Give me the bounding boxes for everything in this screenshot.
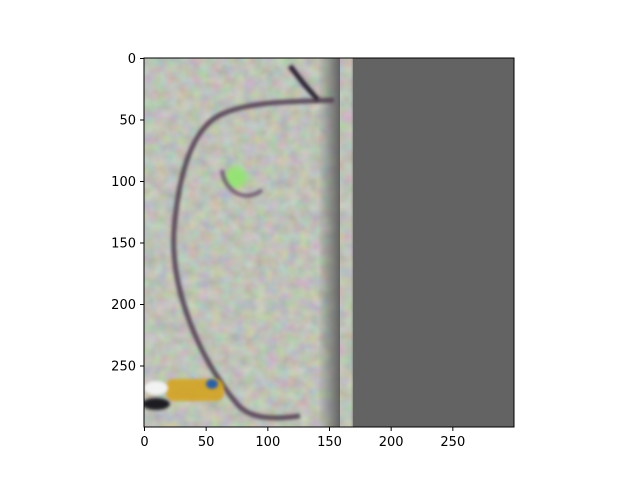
- image-top-stem: [288, 64, 320, 102]
- image-spot-ring: [220, 169, 264, 198]
- y-axis: 0 50 100 150 200 250: [111, 52, 144, 375]
- x-tick-label: 50: [198, 435, 215, 450]
- y-tick-label: 150: [111, 237, 136, 252]
- y-tick-label: 200: [111, 298, 136, 313]
- y-tick-label: 50: [119, 114, 136, 129]
- x-tick-label: 250: [440, 435, 465, 450]
- x-tick-label: 150: [317, 435, 342, 450]
- x-axis: 0 50 100 150 200 250: [140, 427, 465, 450]
- image-plot-area: [144, 58, 514, 427]
- x-tick-label: 100: [255, 435, 280, 450]
- x-tick-label: 200: [379, 435, 404, 450]
- image-green-spot: [225, 166, 247, 188]
- image-bottom-blue-dot: [206, 379, 218, 389]
- x-tick-label: 0: [140, 435, 148, 450]
- y-tick-label: 250: [111, 360, 136, 375]
- image-bottom-white-blob: [144, 381, 168, 395]
- image-bottom-dark-blob: [144, 398, 170, 410]
- y-tick-label: 100: [111, 175, 136, 190]
- image-fade-boundary: [318, 58, 340, 427]
- image-dark-arc: [171, 97, 335, 421]
- y-tick-label: 0: [128, 52, 136, 67]
